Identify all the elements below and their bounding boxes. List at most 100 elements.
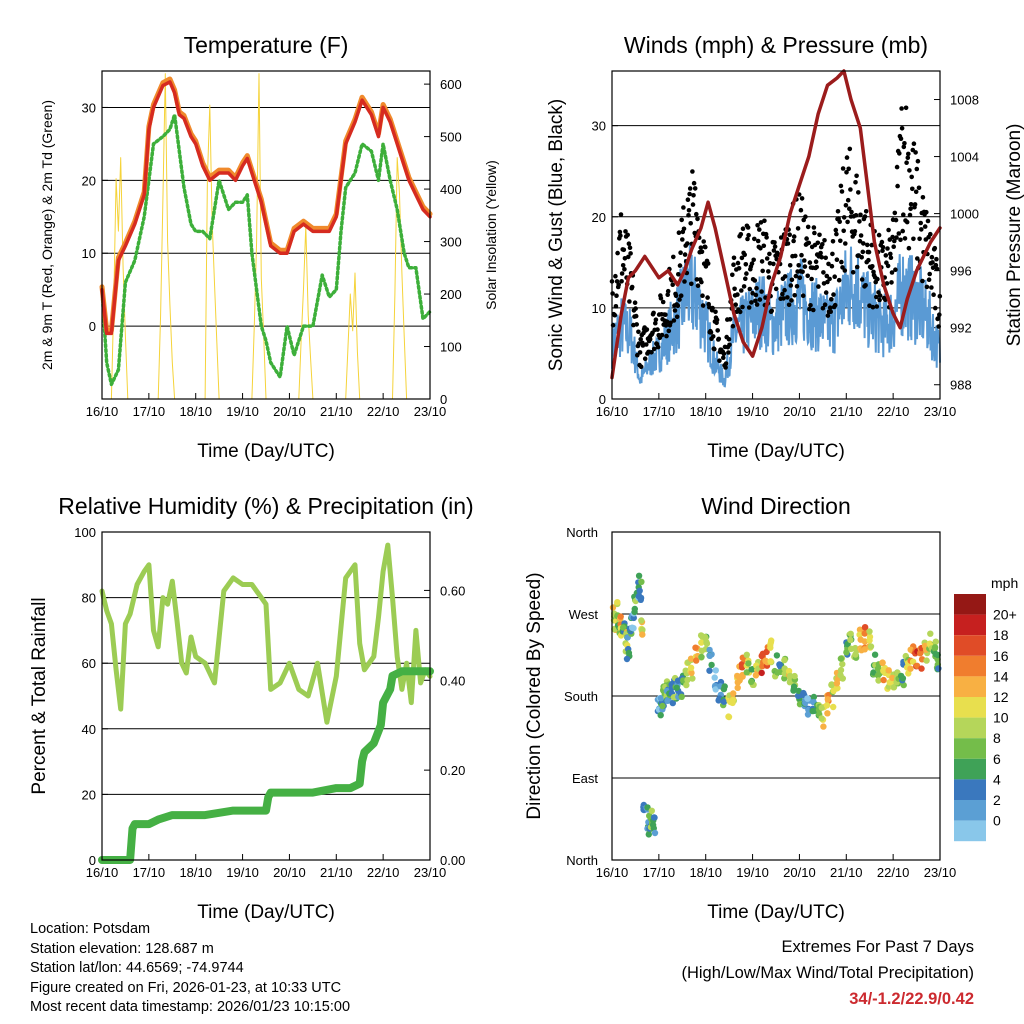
gust-point [905, 155, 911, 160]
gust-point [663, 312, 668, 318]
direction-point [785, 667, 793, 675]
gust-point [701, 239, 706, 244]
direction-point [889, 674, 896, 682]
direction-point [856, 626, 864, 633]
direction-point [739, 673, 746, 680]
gust-point [635, 352, 640, 358]
direction-point [790, 683, 798, 690]
gust-point [838, 238, 843, 244]
gust-point [769, 308, 774, 314]
gust-point [933, 305, 938, 311]
gust-point [843, 203, 849, 208]
gust-point [890, 234, 895, 240]
gust-point [785, 241, 791, 246]
gust-point [880, 245, 886, 250]
gust-point [863, 283, 868, 288]
colorbar-tick-label: 20+ [993, 607, 1017, 623]
direction-point [818, 704, 825, 711]
direction-point [725, 713, 733, 721]
x-tick-label: 17/10 [643, 865, 676, 880]
gust-point [902, 236, 908, 241]
gust-point [691, 193, 696, 198]
direction-point [669, 699, 676, 707]
y-tick-label: 0 [599, 392, 606, 407]
direction-point [935, 665, 942, 672]
gust-point [678, 293, 684, 299]
direction-point [688, 669, 695, 677]
direction-point [701, 633, 709, 641]
gust-point [904, 219, 910, 225]
colorbar-tick-label: 10 [993, 710, 1009, 726]
gust-point [613, 273, 618, 279]
gust-point [627, 299, 632, 304]
gust-point [644, 327, 650, 332]
colorbar-tick-label: 6 [993, 751, 1001, 767]
gust-point [681, 205, 686, 210]
wind-direction-panel: Wind Direction 16/10 17/10 18/10 19/10 20/10 2… [524, 493, 956, 923]
gust-point [787, 232, 792, 237]
gust-point [813, 259, 819, 265]
gust-point [699, 279, 704, 285]
colorbar-tick-label: 16 [993, 648, 1009, 664]
gust-point [695, 216, 700, 222]
gust-point [859, 254, 864, 260]
gust-point [655, 327, 660, 332]
gust-point [894, 235, 899, 240]
gust-point [653, 320, 658, 326]
direction-point [823, 702, 831, 709]
gust-point [854, 173, 859, 179]
gust-point [649, 350, 654, 355]
recent-text: Most recent data timestamp: 2026/01/23 1… [30, 999, 351, 1015]
direction-point [745, 660, 752, 667]
gust-point [915, 256, 920, 261]
gust-point [745, 236, 750, 242]
gust-point [849, 209, 854, 215]
gust-point [754, 302, 760, 307]
gust-point [754, 286, 759, 291]
direction-point [715, 697, 722, 704]
station-info: Location: Potsdam Station elevation: 128… [30, 920, 350, 1018]
gust-point [895, 183, 900, 189]
gust-point [829, 297, 834, 302]
y-tick-label: 0 [89, 319, 96, 334]
gust-point [920, 195, 926, 200]
gust-point [830, 251, 835, 257]
gust-point [658, 296, 664, 301]
direction-point [730, 690, 737, 697]
gust-point [931, 292, 936, 298]
gust-point [807, 260, 813, 265]
gust-point [845, 219, 850, 225]
direction-point [932, 638, 939, 645]
colorbar-tick-label: 12 [993, 689, 1009, 705]
gust-point [616, 282, 621, 288]
gust-point [672, 308, 678, 313]
y2-tick-label: 0 [440, 392, 447, 407]
direction-point [625, 649, 633, 657]
gust-point [710, 305, 715, 311]
gust-point [836, 277, 842, 283]
gust-point [802, 258, 807, 263]
gust-point [744, 271, 749, 276]
gust-point [740, 226, 746, 231]
gust-point [739, 288, 744, 293]
gust-point [889, 280, 894, 285]
gust-point [806, 240, 812, 246]
gust-point [721, 355, 726, 361]
y-axis-label: Direction (Colored By Speed) [524, 572, 545, 819]
direction-point [712, 667, 719, 674]
x-axis-label: Time (Day/UTC) [707, 902, 845, 923]
x-tick-label: 16/10 [596, 404, 629, 419]
gust-point [839, 259, 844, 265]
gust-point [832, 274, 837, 280]
direction-point [706, 667, 713, 674]
gust-point [623, 229, 628, 234]
gust-point [829, 263, 835, 269]
direction-point [711, 674, 718, 681]
gust-point [627, 245, 633, 250]
gust-point [689, 281, 694, 287]
gust-point [632, 300, 638, 306]
gust-point [677, 263, 683, 268]
gust-point [917, 236, 922, 242]
y2-tick-label: 992 [950, 321, 972, 336]
direction-point [639, 631, 646, 638]
